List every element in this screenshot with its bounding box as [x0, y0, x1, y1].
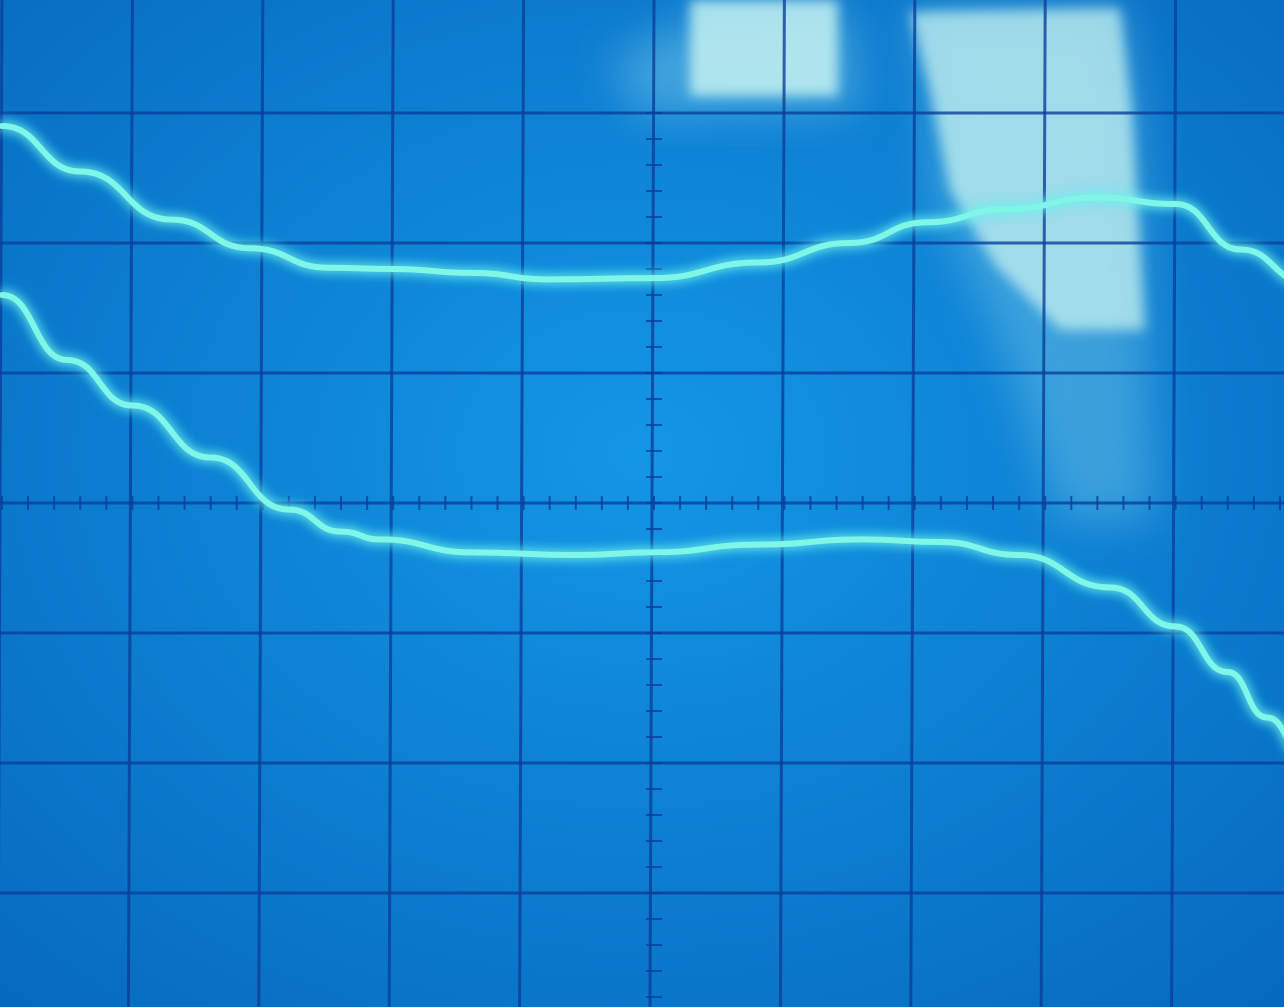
graticule-vertical-line	[0, 0, 4, 882]
signal-traces	[0, 119, 1284, 748]
screen-glare-reflection	[610, 0, 1155, 520]
signal-trace-1	[0, 123, 1284, 283]
signal-trace-2	[0, 292, 1284, 739]
